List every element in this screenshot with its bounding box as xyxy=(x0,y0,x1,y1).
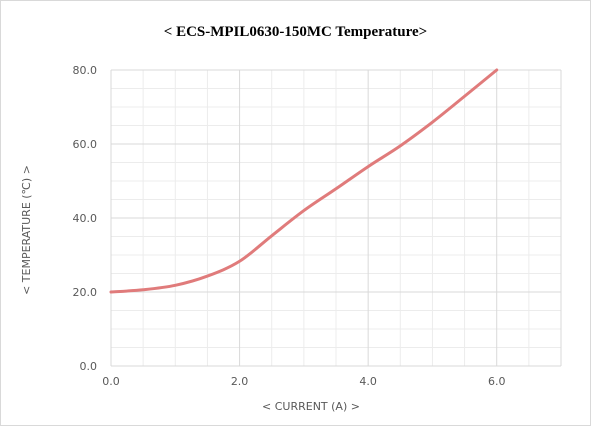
x-tick-labels: 0.0 2.0 4.0 6.0 xyxy=(102,375,505,388)
x-axis-label: < CURRENT (A) > xyxy=(262,400,360,413)
x-tick-label: 6.0 xyxy=(488,375,506,388)
x-tick-label: 4.0 xyxy=(359,375,377,388)
y-tick-labels: 0.0 20.0 40.0 60.0 80.0 xyxy=(73,64,98,373)
series-line xyxy=(109,68,499,294)
series-layer xyxy=(109,68,499,294)
y-tick-label: 80.0 xyxy=(73,64,98,77)
y-axis-label: < TEMPERATURE (℃) > xyxy=(20,165,33,295)
y-tick-label: 40.0 xyxy=(73,212,98,225)
y-tick-label: 20.0 xyxy=(73,286,98,299)
chart-title: < ECS-MPIL0630-150MC Temperature> xyxy=(163,24,428,40)
major-gridlines xyxy=(110,69,562,367)
y-tick-label: 0.0 xyxy=(80,360,98,373)
y-tick-label: 60.0 xyxy=(73,138,98,151)
x-tick-label: 0.0 xyxy=(102,375,120,388)
x-tick-label: 2.0 xyxy=(231,375,249,388)
